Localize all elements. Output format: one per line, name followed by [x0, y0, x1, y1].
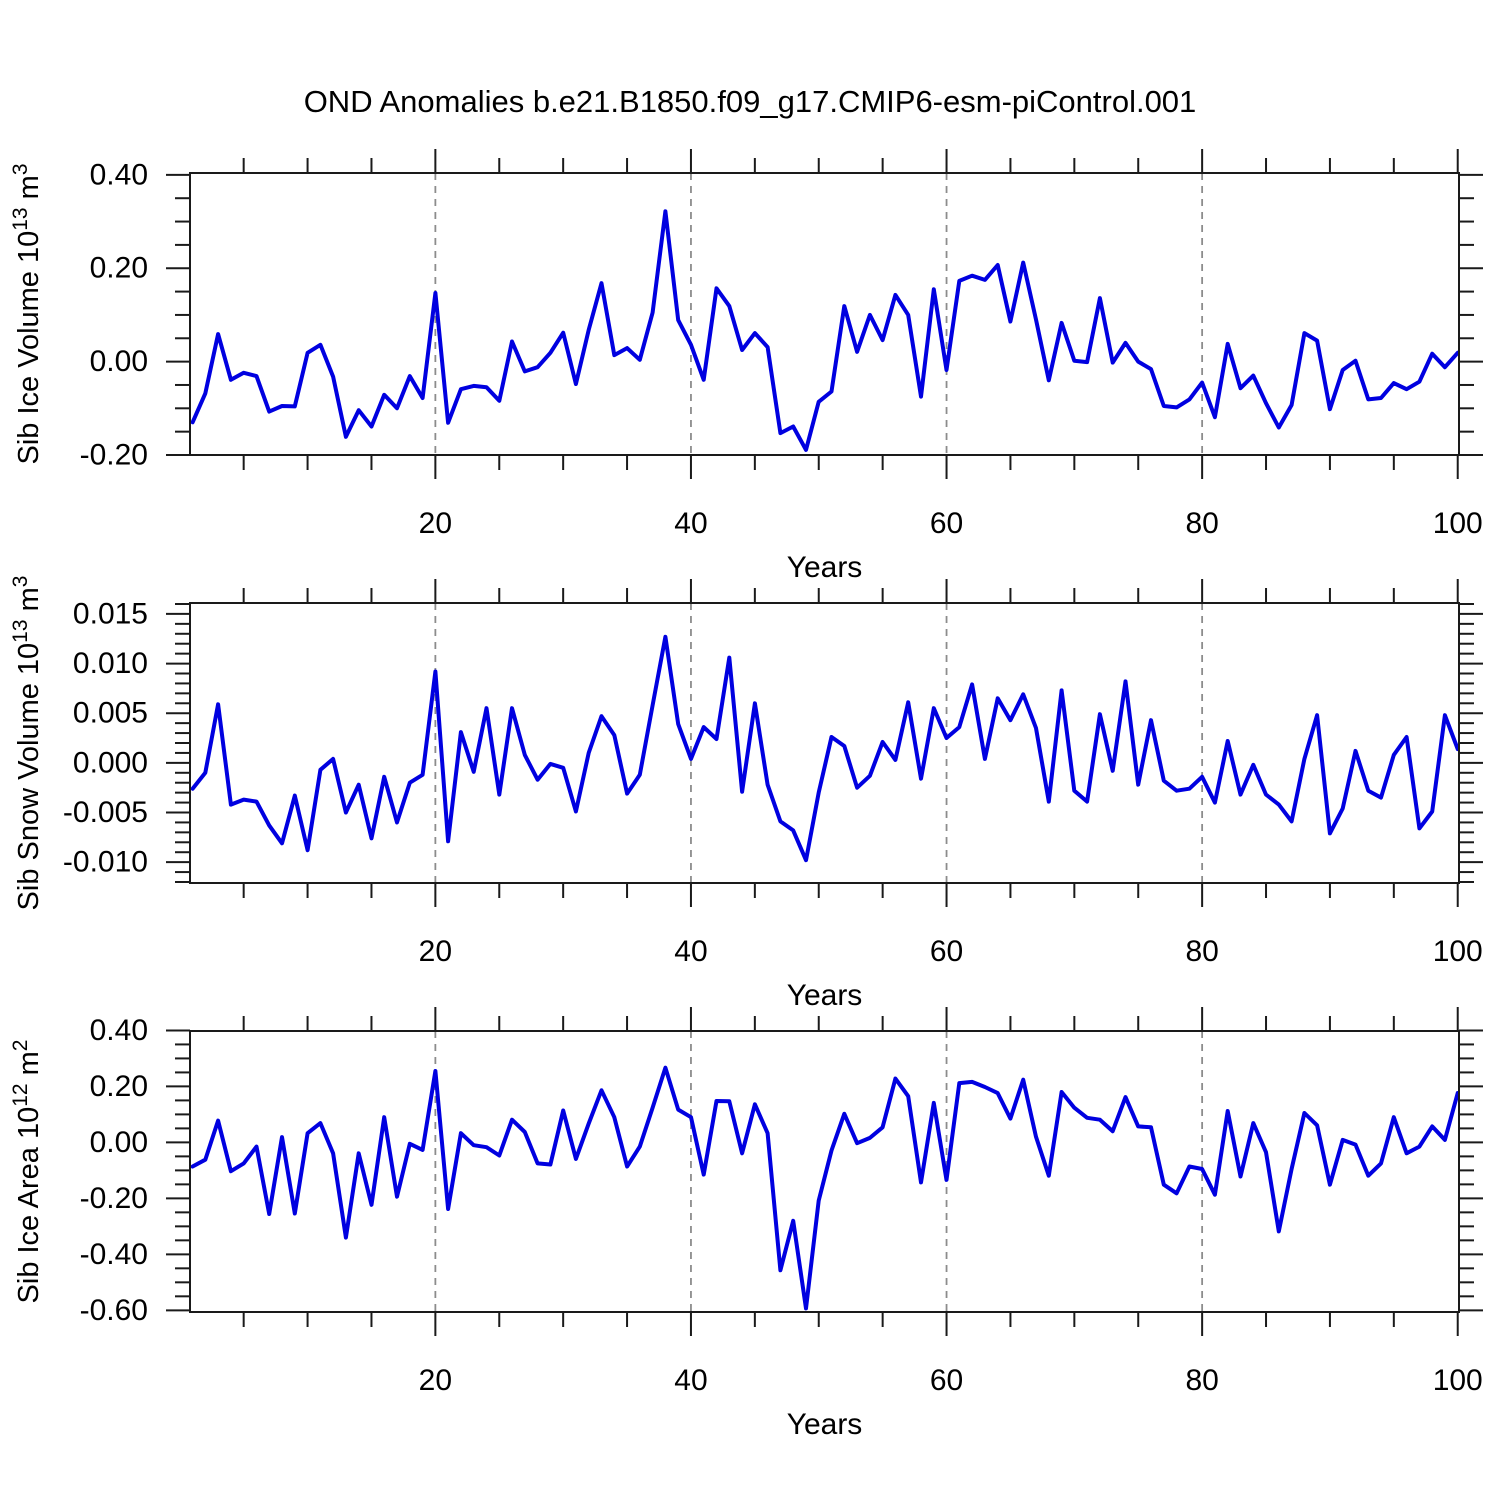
- plot-box: [189, 602, 1460, 884]
- x-tick-label: 100: [1433, 935, 1483, 968]
- y-axis-title-sib-ice-area: Sib Ice Area 1012 m2: [9, 1040, 45, 1304]
- x-tick-label: 80: [1185, 1364, 1218, 1397]
- x-tick-label: 20: [419, 935, 452, 968]
- x-tick-label: 40: [674, 1364, 707, 1397]
- x-tick-label: 20: [419, 1364, 452, 1397]
- y-tick-label: 0.20: [90, 1070, 148, 1103]
- series-line-sib-snow-volume: [190, 634, 1460, 863]
- y-tick-label: 0.015: [73, 597, 148, 630]
- y-tick-label: 0.00: [90, 1126, 148, 1159]
- panel-sib-snow-volume: 20 40 60 80 100 0.015 0.010 0.005 0.000 -0.005 -0.…: [9, 576, 1483, 1012]
- x-tick-label: 100: [1433, 1364, 1483, 1397]
- panel-sib-ice-volume: 20 40 60 80 100 0.40 0.20 0.00 -0.20 Years Sib Ice…: [9, 149, 1483, 584]
- y-tick-label: -0.40: [80, 1238, 148, 1271]
- y-tick-label: 0.40: [90, 158, 148, 191]
- y-tick-label: -0.20: [80, 1182, 148, 1215]
- y-tick-label: -0.005: [63, 796, 148, 829]
- y-tick-label: 0.000: [73, 746, 148, 779]
- y-tick-label: 0.00: [90, 345, 148, 378]
- plot-box: [189, 172, 1460, 456]
- y-tick-label: 0.010: [73, 647, 148, 680]
- x-tick-label: 60: [930, 1364, 963, 1397]
- x-tick-label: 20: [419, 507, 452, 540]
- x-tick-label: 60: [930, 507, 963, 540]
- plot-box: [189, 1030, 1460, 1313]
- y-tick-label: -0.010: [63, 846, 148, 879]
- x-axis-title: Years: [787, 979, 863, 1012]
- x-tick-label: 80: [1185, 507, 1218, 540]
- series-line-sib-ice-area: [190, 1065, 1460, 1311]
- y-axis-title-sib-snow-volume: Sib Snow Volume 1013 m3: [9, 576, 45, 911]
- x-tick-label: 40: [674, 507, 707, 540]
- x-axis-title: Years: [787, 1408, 863, 1441]
- y-tick-label: 0.40: [90, 1014, 148, 1047]
- y-axis-title-sib-ice-volume: Sib Ice Volume 1013 m3: [9, 163, 45, 464]
- y-tick-label: 0.005: [73, 697, 148, 730]
- panel-sib-ice-area: 20 40 60 80 100 0.40 0.20 0.00 -0.20 -0.40 -0.60 Ye…: [9, 1007, 1483, 1441]
- y-tick-label: -0.20: [80, 439, 148, 472]
- x-tick-label: 80: [1185, 935, 1218, 968]
- figure-title: OND Anomalies b.e21.B1850.f09_g17.CMIP6-…: [303, 84, 1197, 119]
- x-axis-title: Years: [787, 551, 863, 584]
- y-tick-label: -0.60: [80, 1294, 148, 1327]
- x-tick-label: 60: [930, 935, 963, 968]
- series-line-sib-ice-volume: [190, 209, 1460, 452]
- y-tick-label: 0.20: [90, 252, 148, 285]
- x-tick-label: 100: [1433, 507, 1483, 540]
- x-tick-label: 40: [674, 935, 707, 968]
